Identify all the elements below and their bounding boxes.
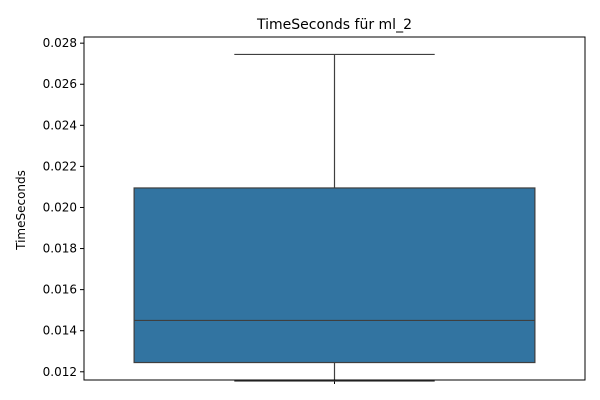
y-tick-label: 0.028: [43, 36, 77, 50]
y-tick-label: 0.014: [43, 324, 77, 338]
y-tick-label: 0.022: [43, 159, 77, 173]
y-axis-ticks: 0.012 0.014 0.016 0.018 0.020 0.022 0.024 0.026…: [43, 36, 84, 379]
interquartile-box: [133, 187, 536, 364]
box-plot: [133, 53, 536, 382]
y-tick-label: 0.024: [43, 118, 77, 132]
y-tick-label: 0.016: [43, 283, 77, 297]
chart-title: TimeSeconds für ml_2: [256, 17, 412, 33]
y-tick-label: 0.026: [43, 77, 77, 91]
axes-frame: [83, 36, 586, 381]
y-tick-label: 0.012: [43, 365, 77, 379]
y-tick-label: 0.020: [43, 200, 77, 214]
y-tick-label: 0.018: [43, 242, 77, 256]
y-axis-label: TimeSeconds: [14, 170, 28, 251]
